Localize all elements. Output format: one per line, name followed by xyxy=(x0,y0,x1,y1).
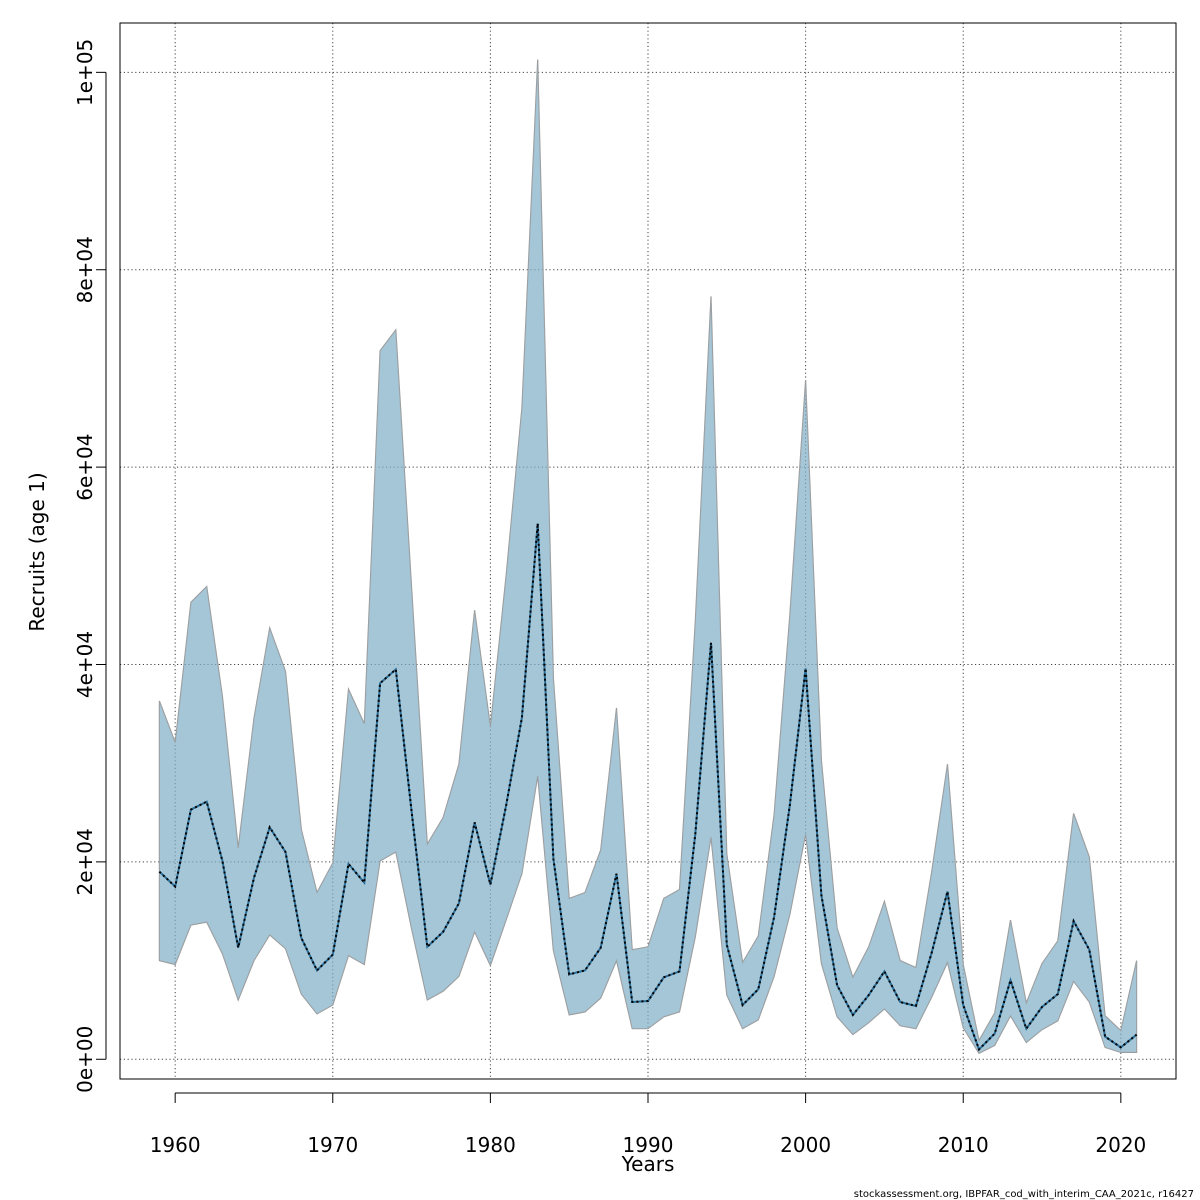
y-axis-title: Recruits (age 1) xyxy=(25,472,49,631)
y-tick-label: 6e+04 xyxy=(73,433,97,500)
x-tick-label: 1990 xyxy=(623,1133,674,1157)
x-tick-label: 2000 xyxy=(780,1133,831,1157)
grid-lines xyxy=(120,23,1176,1079)
y-tick-label: 2e+04 xyxy=(73,828,97,895)
source-footer: stockassessment.org, IBPFAR_cod_with_int… xyxy=(854,1189,1194,1200)
y-tick-label: 8e+04 xyxy=(73,236,97,303)
x-tick-label: 1980 xyxy=(465,1133,516,1157)
y-axis: 0e+00 2e+04 4e+04 6e+04 8e+04 1e+05 xyxy=(73,39,107,1093)
y-tick-label: 1e+05 xyxy=(73,39,97,106)
estimate-line-path xyxy=(158,523,1138,1052)
x-tick-label: 1970 xyxy=(307,1133,358,1157)
confidence-band xyxy=(158,59,1138,1055)
x-tick-label: 2020 xyxy=(1095,1133,1146,1157)
y-tick-label: 0e+00 xyxy=(73,1026,97,1093)
confidence-band-tint xyxy=(159,59,1137,1054)
x-axis: 1960 1970 1980 1990 2000 2010 2020 xyxy=(150,1092,1146,1157)
x-tick-label: 1960 xyxy=(150,1133,201,1157)
x-tick-label: 2010 xyxy=(938,1133,989,1157)
y-tick-label: 4e+04 xyxy=(73,631,97,698)
plot-frame xyxy=(119,22,1177,1080)
estimate-line xyxy=(158,523,1138,1052)
x-axis-title: Years xyxy=(621,1152,675,1176)
confidence-band-area xyxy=(158,59,1138,1055)
